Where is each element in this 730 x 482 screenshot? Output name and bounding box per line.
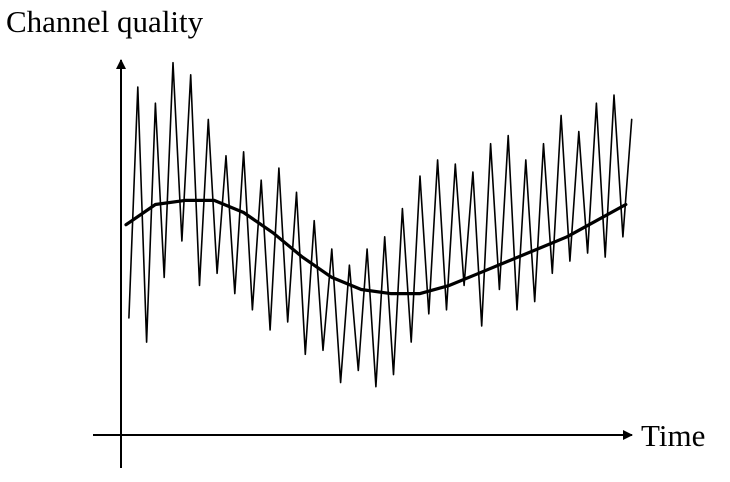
x-axis-label: Time <box>641 418 706 453</box>
fast-fading-line <box>128 61 633 388</box>
average-quality-curve <box>124 198 628 296</box>
y-axis-label: Channel quality <box>6 4 204 39</box>
